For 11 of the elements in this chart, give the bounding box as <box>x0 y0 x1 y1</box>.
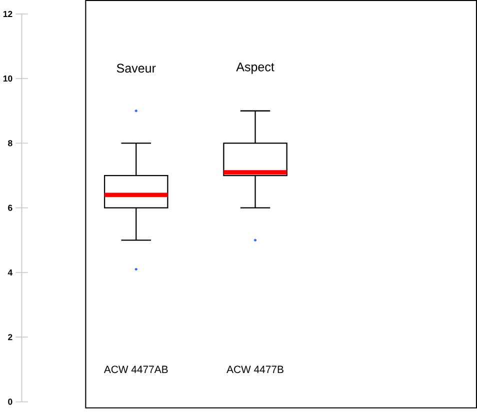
y-tick-label: 4 <box>8 270 13 276</box>
y-tick-label: 12 <box>3 10 12 18</box>
annotation: Saveur <box>116 64 156 73</box>
x-tick-label: ACW 4477AB <box>104 366 168 374</box>
y-tick-label: 8 <box>8 140 12 146</box>
y-tick-label: 10 <box>3 76 12 82</box>
y-tick-label: 2 <box>8 334 12 340</box>
annotation: Aspect <box>236 62 274 74</box>
y-tick-label: 6 <box>8 204 12 211</box>
y-tick-label: 0 <box>8 398 12 405</box>
x-tick-label: ACW 4477B <box>226 366 284 374</box>
